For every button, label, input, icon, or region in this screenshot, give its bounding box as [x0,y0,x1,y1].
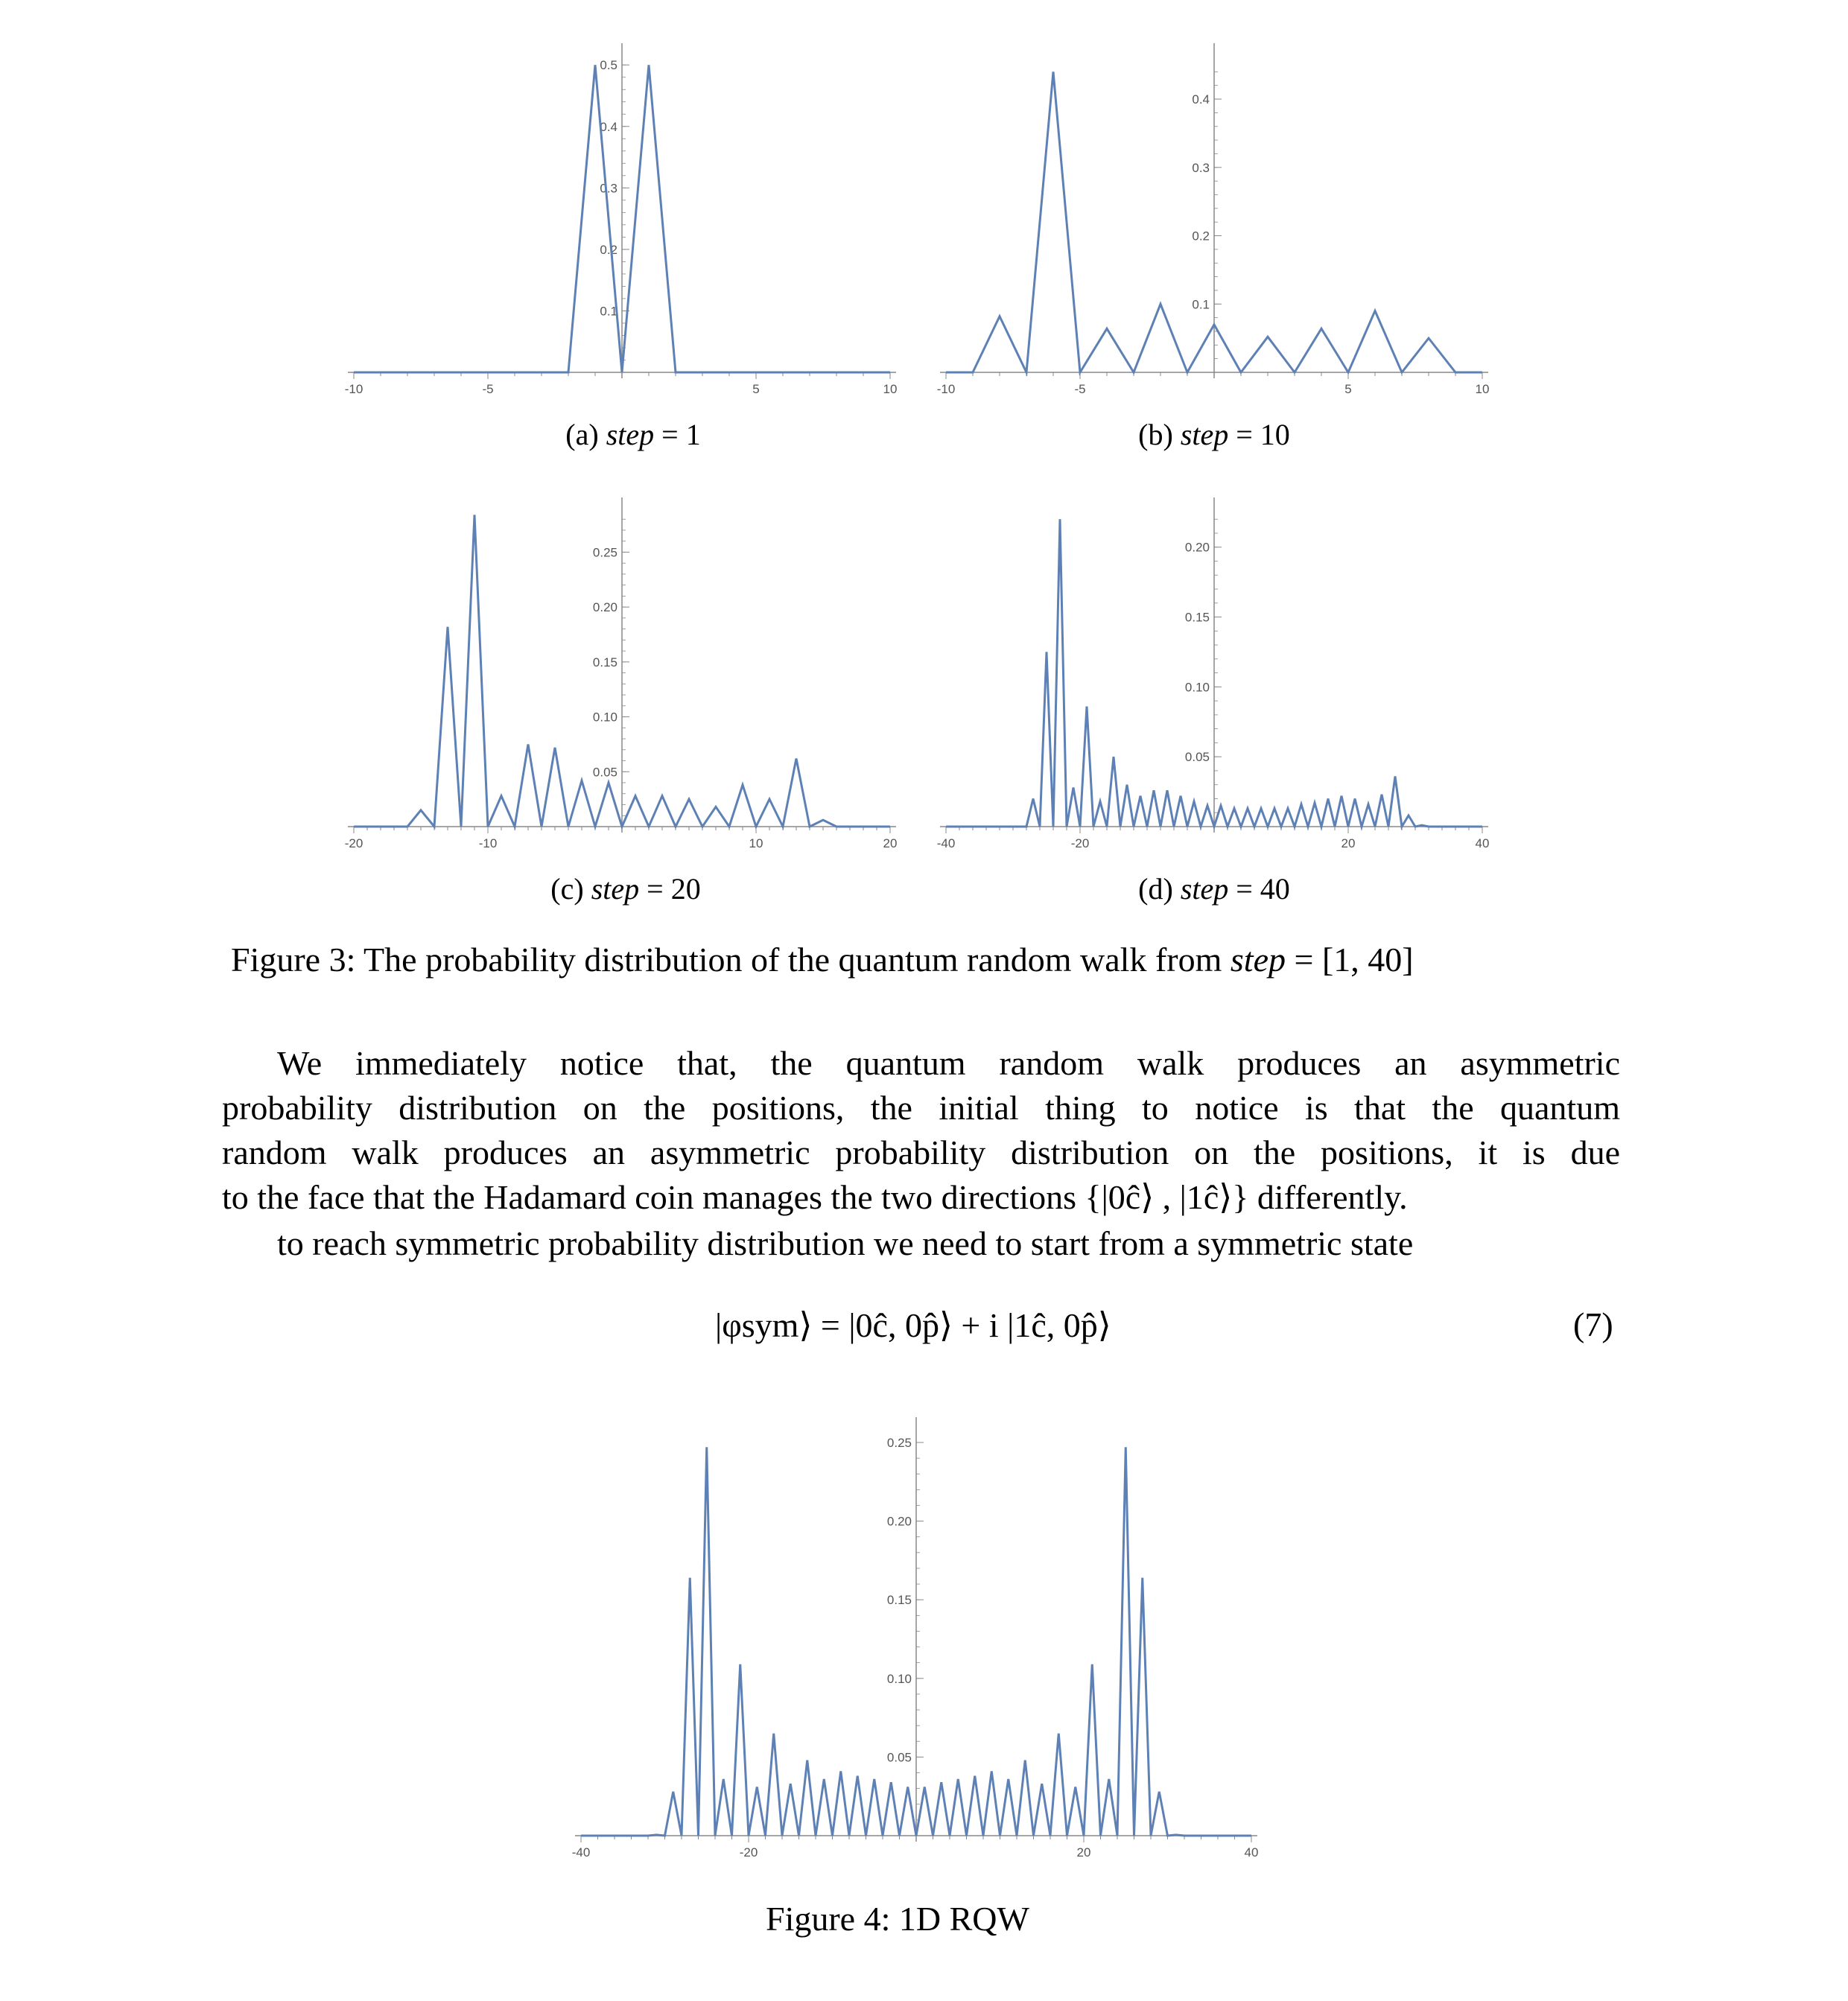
subcaption-b: (b) step = 10 [1138,418,1290,451]
x-tick-label: 20 [1077,1845,1091,1860]
y-tick-label: 0.1 [600,304,617,318]
y-tick-label: 0.20 [887,1515,912,1529]
paragraph-line: to the face that the Hadamard coin manag… [222,1178,1408,1216]
y-tick-label: 0.15 [1185,611,1210,625]
x-tick-label: 10 [1476,382,1490,396]
x-tick-label: -10 [479,836,498,850]
figure-3-caption: Figure 3: The probability distribution o… [231,941,1414,979]
y-tick-label: 0.10 [593,710,617,725]
x-tick-label: 5 [1344,382,1351,396]
figure-4-caption: Figure 4: 1D RQW [766,1900,1029,1938]
x-tick-label: -20 [740,1845,758,1860]
y-tick-label: 0.10 [887,1672,912,1686]
x-tick-label: -5 [1074,382,1085,396]
x-tick-label: -20 [1071,836,1090,850]
x-tick-label: 20 [1341,836,1356,850]
chart-step-10: -10 -5 5 10 0.1 0.2 0.3 0.4 [937,43,1490,402]
y-tick-label: 0.10 [1185,680,1210,694]
y-tick-label: 0.25 [887,1436,912,1450]
body-paragraph: We immediately notice that, the quantum … [222,1041,1620,1220]
y-tick-label: 0.05 [1185,750,1210,764]
y-tick-label: 0.2 [1192,229,1210,244]
chart-step-20: -20 -10 10 20 0.05 0.10 0.15 0.20 0.25 [345,497,898,856]
y-tick-label: 0.25 [593,545,617,559]
y-tick-label: 0.4 [600,120,617,134]
x-tick-label: 5 [752,382,759,396]
y-tick-label: 0.3 [600,181,617,195]
y-tick-label: 0.05 [593,765,617,779]
x-tick-label: 20 [883,836,898,850]
x-tick-label: 10 [749,836,763,850]
paragraph-line: random walk produces an asymmetric proba… [222,1133,1620,1171]
y-tick-label: 0.1 [1192,297,1210,311]
y-tick-label: 0.15 [887,1593,912,1607]
subcaption-a: (a) step = 1 [565,418,701,451]
chart-1d-rqw: -40 -20 20 40 0.05 0.10 0.15 0.20 0.25 [572,1417,1259,1865]
subcaption-c: (c) step = 20 [550,872,701,906]
x-tick-label: -10 [937,382,956,396]
x-tick-label: 40 [1245,1845,1259,1860]
x-tick-label: -20 [345,836,363,850]
y-tick-label: 0.3 [1192,161,1210,175]
y-tick-label: 0.2 [600,243,617,257]
y-tick-label: 0.20 [593,600,617,614]
x-tick-label: 10 [883,382,898,396]
equation-number: (7) [1573,1305,1613,1343]
y-tick-label: 0.5 [600,58,617,72]
paragraph-line: We immediately notice that, the quantum … [277,1044,1620,1082]
equation-body: |φsym⟩ = |0ĉ, 0p̂⟩ + i |1ĉ, 0p̂⟩ [715,1306,1111,1344]
y-tick-label: 0.20 [1185,541,1210,555]
paragraph-line: to reach symmetric probability distribut… [277,1224,1414,1262]
x-tick-label: -40 [572,1845,591,1860]
x-tick-label: -10 [345,382,363,396]
chart-step-1: -10 -5 5 10 0.1 0.2 0.3 0.4 0.5 [345,43,898,402]
paragraph-line: probability distribution on the position… [222,1089,1620,1127]
y-tick-label: 0.15 [593,655,617,669]
y-tick-label: 0.4 [1192,92,1210,106]
x-tick-label: 40 [1476,836,1490,850]
x-tick-label: -5 [482,382,493,396]
body-paragraph-2: to reach symmetric probability distribut… [222,1221,1620,1266]
x-tick-label: -40 [937,836,956,850]
subcaption-d: (d) step = 40 [1138,872,1290,906]
y-tick-label: 0.05 [887,1750,912,1764]
chart-step-40: -40 -20 20 40 0.05 0.10 0.15 0.20 [937,497,1490,856]
